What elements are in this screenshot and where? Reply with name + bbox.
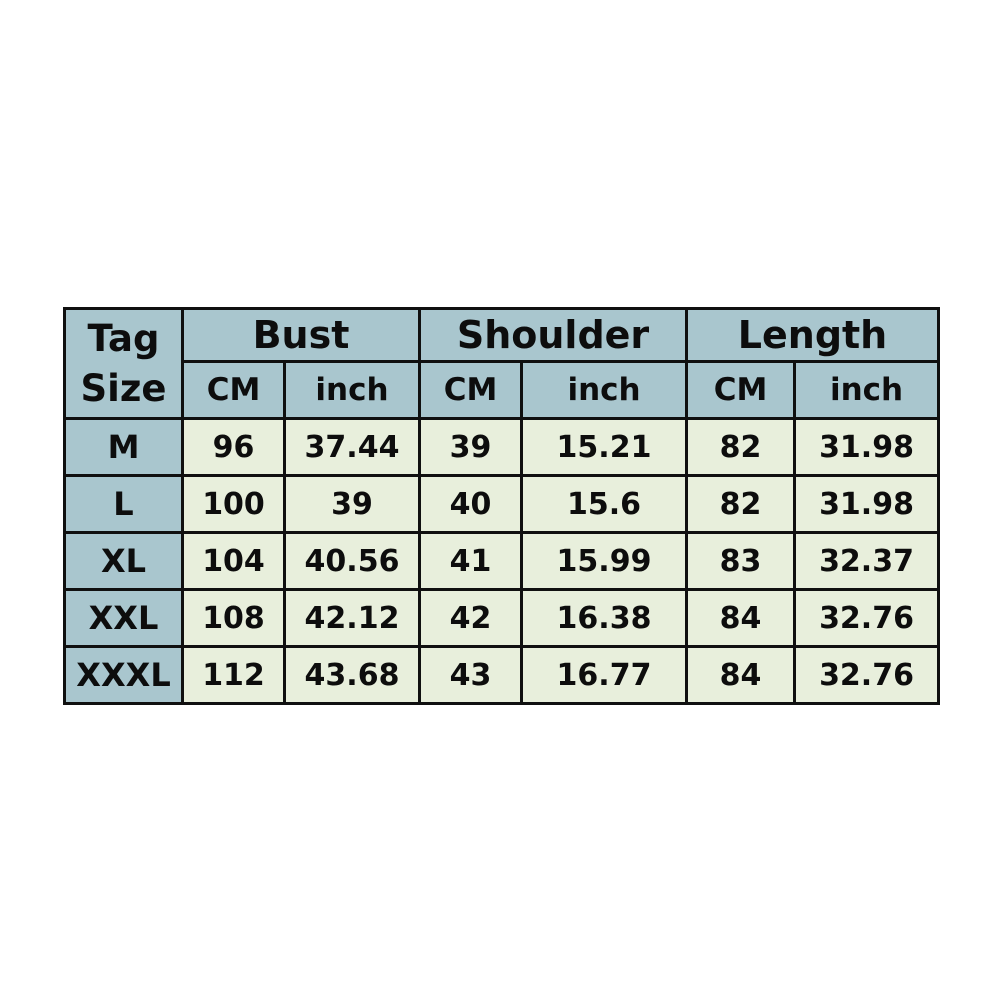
tag-size-cell: XXXL (63, 645, 184, 705)
column-group-length: Length (685, 307, 941, 363)
length-inch-cell: 31.98 (793, 474, 941, 534)
shoulder-inch-cell: 15.99 (519, 531, 689, 591)
length-inch-cell: 32.76 (793, 645, 941, 705)
shoulder-inch-cell: 16.77 (519, 645, 689, 705)
table-row-xxxl: XXXL 112 43.68 43 16.77 84 32.76 (63, 645, 941, 705)
table-row-l: L 100 39 40 15.6 82 31.98 (63, 474, 941, 534)
table-row-xxl: XXL 108 42.12 42 16.38 84 32.76 (63, 588, 941, 648)
shoulder-cm-cell: 39 (418, 417, 523, 477)
length-cm-cell: 82 (685, 474, 797, 534)
bust-cm-cell: 100 (181, 474, 286, 534)
bust-inch-cell: 39 (283, 474, 421, 534)
bust-inch-cell: 43.68 (283, 645, 421, 705)
table-row-xl: XL 104 40.56 41 15.99 83 32.37 (63, 531, 941, 591)
length-inch-cell: 31.98 (793, 417, 941, 477)
length-cm-cell: 83 (685, 531, 797, 591)
shoulder-cm-cell: 42 (418, 588, 523, 648)
shoulder-inch-cell: 15.6 (519, 474, 689, 534)
shoulder-inch-cell: 16.38 (519, 588, 689, 648)
header-unit-row: CM inch CM inch CM inch (65, 360, 941, 420)
bust-cm-cell: 96 (181, 417, 286, 477)
tag-size-cell: XXL (63, 588, 184, 648)
shoulder-cm-cell: 43 (418, 645, 523, 705)
length-inch-cell: 32.37 (793, 531, 941, 591)
shoulder-inch-cell: 15.21 (519, 417, 689, 477)
bust-cm-cell: 108 (181, 588, 286, 648)
length-cm-cell: 84 (685, 645, 797, 705)
unit-header-shoulder-cm: CM (418, 360, 523, 420)
unit-header-length-inch: inch (793, 360, 941, 420)
shoulder-cm-cell: 41 (418, 531, 523, 591)
unit-header-shoulder-inch: inch (519, 360, 689, 420)
corner-header-line2: Size (80, 366, 167, 410)
size-chart-table: Tag Size Bust Shoulder Length CM inch CM… (63, 307, 941, 705)
tag-size-cell: M (63, 417, 184, 477)
bust-cm-cell: 112 (181, 645, 286, 705)
header-group-row: Tag Size Bust Shoulder Length (63, 307, 941, 420)
tag-size-cell: L (63, 474, 184, 534)
shoulder-cm-cell: 40 (418, 474, 523, 534)
corner-header-tag-size: Tag Size (63, 307, 184, 420)
length-inch-cell: 32.76 (793, 588, 941, 648)
unit-header-length-cm: CM (685, 360, 797, 420)
unit-header-bust-cm: CM (181, 360, 286, 420)
bust-inch-cell: 40.56 (283, 531, 421, 591)
unit-header-bust-inch: inch (283, 360, 421, 420)
tag-size-cell: XL (63, 531, 184, 591)
length-cm-cell: 82 (685, 417, 797, 477)
bust-inch-cell: 42.12 (283, 588, 421, 648)
bust-inch-cell: 37.44 (283, 417, 421, 477)
table-row-m: M 96 37.44 39 15.21 82 31.98 (63, 417, 941, 477)
bust-cm-cell: 104 (181, 531, 286, 591)
corner-header-line1: Tag (87, 316, 160, 360)
length-cm-cell: 84 (685, 588, 797, 648)
column-group-shoulder: Shoulder (417, 307, 689, 363)
column-group-bust: Bust (181, 307, 421, 363)
